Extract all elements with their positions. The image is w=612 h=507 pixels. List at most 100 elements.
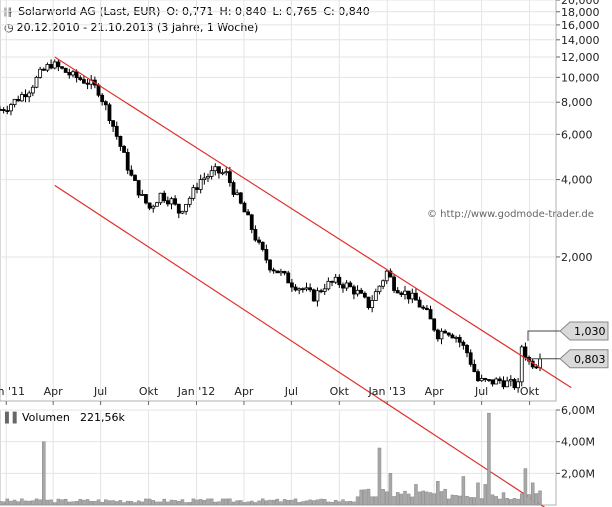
candle-body xyxy=(519,346,524,383)
price-tick-label: 6,000 xyxy=(561,128,593,141)
volume-bar xyxy=(49,499,53,506)
volume-bar xyxy=(319,498,323,506)
price-badge-label: 1,030 xyxy=(574,325,606,338)
volume-bar xyxy=(268,499,272,506)
volume-bar xyxy=(187,502,192,506)
volume-bar xyxy=(293,498,298,506)
volume-bar xyxy=(388,473,393,506)
candle-body xyxy=(497,378,502,382)
candle-body xyxy=(144,194,148,204)
volume-bar xyxy=(282,499,287,506)
volume-bar xyxy=(461,476,466,506)
volume-bar xyxy=(322,499,327,506)
time-axis: Jan '11 Apr Jul Okt Jan '12 Apr Jul Okt Jan '13 A… xyxy=(0,385,540,405)
price-tick-label: 16,000 xyxy=(561,19,600,32)
volume-bar xyxy=(425,491,429,506)
volume-bar xyxy=(0,501,2,506)
volume-last-value: 221,56k xyxy=(80,411,125,424)
candle-body xyxy=(107,104,112,122)
volume-bar xyxy=(428,492,433,506)
candle-body xyxy=(231,182,236,195)
candle-body xyxy=(165,200,170,205)
volume-bar xyxy=(326,501,331,506)
volume-bar xyxy=(206,498,210,506)
candle-body xyxy=(23,94,28,98)
candle-body xyxy=(38,68,43,78)
volume-bar xyxy=(202,500,207,506)
volume-bar xyxy=(297,502,301,506)
candle-body xyxy=(260,241,265,250)
volume-bar xyxy=(315,499,320,506)
candle-body xyxy=(450,334,455,339)
volume-bar xyxy=(31,500,35,506)
volume-bar xyxy=(279,501,283,506)
volume-bar xyxy=(490,494,495,506)
candle-body xyxy=(206,176,210,179)
candle-body xyxy=(476,371,480,382)
volume-bar xyxy=(483,484,488,506)
volume-bar xyxy=(71,501,75,506)
candle-body xyxy=(118,135,123,147)
candle-body xyxy=(457,337,462,343)
candle-body xyxy=(41,68,46,71)
volume-bar xyxy=(271,499,276,506)
volume-bar xyxy=(136,500,141,506)
volume-bar xyxy=(27,500,31,506)
volume-bar xyxy=(406,493,411,506)
candle-body xyxy=(366,296,371,309)
candle-body xyxy=(220,172,225,175)
volume-bar xyxy=(450,494,455,506)
candle-body xyxy=(443,330,448,334)
candle-body xyxy=(180,210,185,214)
volume-bar xyxy=(217,501,221,506)
volume-bar xyxy=(436,481,440,506)
candle-body xyxy=(140,194,145,196)
candle-body xyxy=(187,197,192,205)
candle-body xyxy=(446,332,451,336)
candle-body xyxy=(191,187,196,199)
candle-body xyxy=(508,379,513,382)
volume-bar xyxy=(85,499,90,506)
candle-body xyxy=(56,61,61,68)
volume-bar xyxy=(512,498,517,506)
volume-bar xyxy=(403,490,407,506)
volume-tick-label: 4,00M xyxy=(561,436,595,449)
volume-bar xyxy=(111,500,115,506)
candle-body xyxy=(388,270,393,278)
candle-body xyxy=(19,94,24,102)
candle-body xyxy=(1,109,6,111)
volume-bar xyxy=(195,499,199,506)
candle-body xyxy=(348,282,353,288)
candle-body xyxy=(392,276,396,291)
volume-bar xyxy=(468,497,473,506)
candle-body xyxy=(432,318,437,331)
volume-bar xyxy=(257,500,261,506)
candle-body xyxy=(487,379,491,381)
volume-bar xyxy=(173,500,177,506)
candle-body xyxy=(16,98,21,102)
candle-body xyxy=(151,205,156,209)
candle-body xyxy=(264,249,269,261)
candle-body xyxy=(344,282,349,289)
candle-body xyxy=(52,61,57,69)
candle-body xyxy=(512,379,517,389)
volume-bar xyxy=(447,498,451,506)
range-row: ◷ 20.12.2010 - 21.10.2013 (3 Jahre, 1 Woc… xyxy=(4,21,264,34)
candle-body xyxy=(71,71,75,76)
price-tick-label: 20,000 xyxy=(561,0,600,7)
candle-body xyxy=(246,211,251,216)
volume-title: Volumen xyxy=(22,411,70,424)
candle-body xyxy=(362,292,367,298)
candle-body xyxy=(249,214,254,230)
candle-body xyxy=(268,259,272,271)
volume-bar xyxy=(465,495,469,506)
volume-bar xyxy=(301,501,305,506)
price-badge xyxy=(559,321,609,341)
volume-bar xyxy=(395,492,400,506)
candle-body xyxy=(381,280,386,287)
volume-bar xyxy=(509,499,513,506)
candle-body xyxy=(319,290,323,293)
volume-bar xyxy=(235,500,239,506)
volume-bar xyxy=(184,502,188,506)
